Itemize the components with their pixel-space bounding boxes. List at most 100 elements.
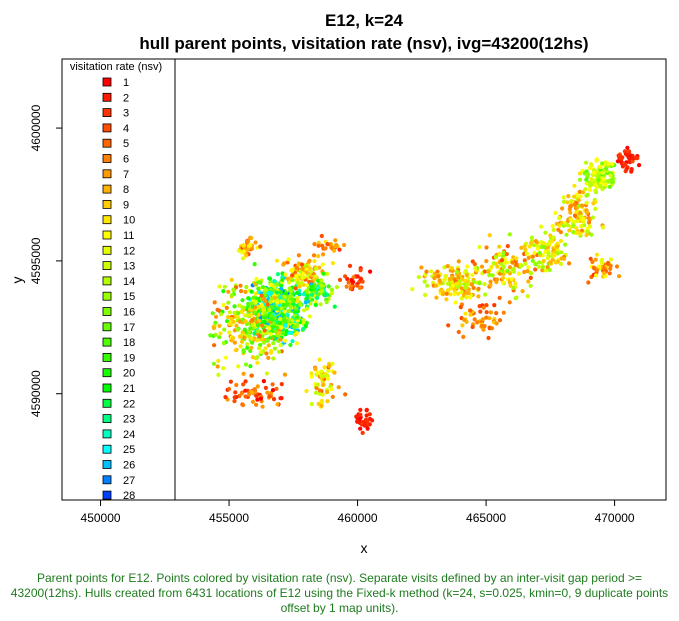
data-point bbox=[282, 261, 287, 266]
legend-swatch bbox=[102, 490, 112, 500]
data-point bbox=[332, 304, 337, 309]
data-point bbox=[619, 155, 624, 160]
data-point bbox=[487, 273, 492, 278]
data-point bbox=[256, 280, 261, 285]
data-point bbox=[587, 224, 593, 229]
data-point bbox=[337, 247, 342, 252]
data-point bbox=[501, 310, 506, 315]
data-point bbox=[312, 242, 317, 247]
legend-swatch bbox=[102, 276, 112, 286]
data-point bbox=[239, 391, 244, 396]
data-point bbox=[286, 257, 291, 262]
data-point bbox=[454, 281, 459, 286]
data-point bbox=[266, 355, 271, 360]
data-point bbox=[285, 276, 290, 281]
data-point bbox=[304, 270, 309, 275]
data-point bbox=[313, 390, 319, 395]
data-point bbox=[537, 260, 542, 265]
chart-title: E12, k=24 bbox=[325, 11, 404, 30]
data-point bbox=[577, 189, 582, 194]
data-point bbox=[543, 230, 548, 235]
data-point bbox=[258, 244, 263, 249]
data-point bbox=[316, 278, 321, 283]
data-point bbox=[256, 286, 261, 291]
data-point bbox=[261, 296, 266, 301]
data-point bbox=[518, 263, 523, 268]
data-point bbox=[484, 310, 489, 315]
data-point bbox=[553, 210, 558, 216]
data-point bbox=[255, 397, 260, 402]
data-point bbox=[329, 291, 335, 296]
data-point bbox=[606, 161, 612, 166]
data-point bbox=[301, 292, 306, 297]
data-point bbox=[326, 284, 331, 289]
data-point bbox=[548, 260, 553, 265]
data-point bbox=[275, 272, 280, 277]
data-point bbox=[516, 271, 522, 276]
data-point bbox=[550, 223, 555, 229]
data-point bbox=[249, 301, 254, 306]
data-point bbox=[488, 279, 493, 284]
data-point bbox=[635, 156, 640, 161]
data-point bbox=[446, 281, 451, 286]
data-point bbox=[470, 324, 475, 330]
data-point bbox=[624, 152, 629, 157]
data-point bbox=[319, 233, 324, 239]
legend-label: 16 bbox=[123, 307, 135, 319]
data-point bbox=[461, 334, 466, 339]
data-point bbox=[254, 393, 259, 398]
legend-label: 12 bbox=[123, 245, 135, 257]
data-point bbox=[258, 350, 264, 355]
data-point bbox=[304, 267, 309, 272]
data-point bbox=[313, 266, 319, 271]
data-point bbox=[504, 252, 509, 257]
data-point bbox=[459, 296, 464, 301]
data-point bbox=[278, 295, 283, 300]
data-point bbox=[357, 285, 362, 290]
data-point bbox=[217, 323, 222, 328]
data-point bbox=[294, 341, 299, 346]
data-point bbox=[304, 388, 309, 394]
data-point bbox=[249, 336, 254, 341]
legend-label: 4 bbox=[123, 123, 129, 135]
data-point bbox=[476, 294, 481, 299]
data-point bbox=[221, 302, 226, 308]
data-point bbox=[267, 394, 272, 399]
data-point bbox=[252, 310, 257, 315]
data-point bbox=[311, 287, 316, 292]
data-point bbox=[211, 361, 217, 366]
data-point bbox=[622, 149, 628, 154]
data-point bbox=[579, 224, 584, 229]
data-point bbox=[444, 297, 449, 302]
data-point bbox=[319, 398, 324, 403]
data-point bbox=[500, 269, 505, 274]
data-point bbox=[218, 312, 224, 317]
data-point bbox=[297, 284, 302, 289]
data-point bbox=[576, 198, 581, 203]
data-point bbox=[236, 364, 241, 369]
data-point bbox=[319, 278, 324, 283]
data-point bbox=[555, 241, 560, 246]
data-point bbox=[499, 258, 505, 263]
data-point bbox=[224, 305, 229, 310]
x-axis-label: x bbox=[361, 540, 368, 556]
data-point bbox=[494, 321, 499, 326]
legend-swatch bbox=[102, 460, 112, 469]
data-point bbox=[213, 332, 218, 337]
data-point bbox=[491, 261, 496, 266]
data-point bbox=[314, 385, 319, 391]
data-point bbox=[584, 172, 589, 177]
data-point bbox=[309, 374, 314, 379]
data-point bbox=[234, 323, 239, 328]
data-point bbox=[580, 203, 585, 208]
data-point bbox=[468, 308, 473, 313]
data-point bbox=[459, 290, 464, 295]
data-point bbox=[330, 261, 335, 266]
data-point bbox=[594, 184, 599, 189]
data-point bbox=[460, 323, 465, 328]
data-point bbox=[316, 254, 321, 259]
data-point bbox=[528, 283, 533, 288]
data-point bbox=[522, 244, 527, 249]
data-point bbox=[637, 163, 642, 168]
data-point bbox=[217, 284, 222, 289]
